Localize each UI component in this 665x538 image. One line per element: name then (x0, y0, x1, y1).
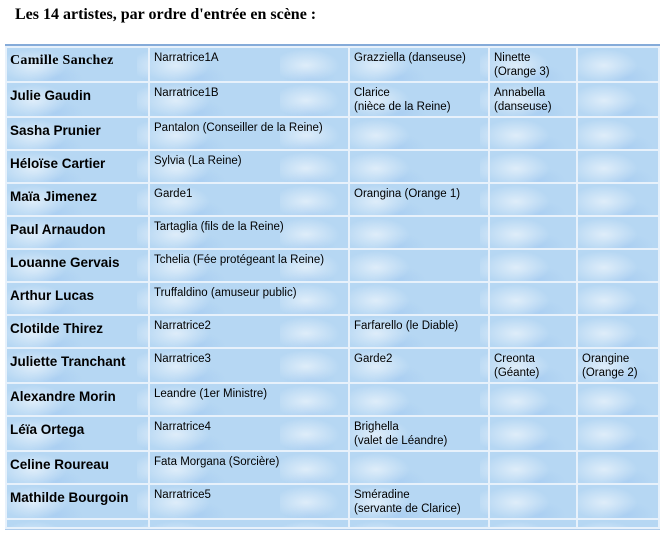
table-row: Camille Sanchez Narratrice1A Grazziella … (7, 48, 658, 81)
role-cell-3 (490, 452, 576, 483)
role-cell-4 (578, 485, 658, 518)
table-row: Celine Roureau Fata Morgana (Sorcière) (7, 452, 658, 483)
role-cell-3 (490, 283, 576, 314)
table-row: Mathilde Bourgoin Narratrice5 Sméradine … (7, 485, 658, 518)
artist-name-cell: Alexandre Morin (7, 384, 148, 415)
artist-name-cell: Juliette Tranchant (7, 349, 148, 382)
spacer-cell (578, 520, 658, 527)
role-cell-4 (578, 217, 658, 248)
role-cell-1: Narratrice2 (150, 316, 348, 347)
role-cell-3 (490, 417, 576, 450)
role-cell-1: Narratrice5 (150, 485, 348, 518)
artist-name-cell: Paul Arnaudon (7, 217, 148, 248)
role-cell-2 (350, 118, 488, 149)
role-cell-4 (578, 417, 658, 450)
artist-name-cell: Julie Gaudin (7, 83, 148, 116)
artist-name-cell: Léïa Ortega (7, 417, 148, 450)
role-cell-4 (578, 283, 658, 314)
role-cell-4 (578, 316, 658, 347)
role-cell-2: Brighella (valet de Léandre) (350, 417, 488, 450)
role-cell-1: Sylvia (La Reine) (150, 151, 348, 182)
role-cell-1: Narratrice1A (150, 48, 348, 81)
artist-name-cell: Camille Sanchez (7, 48, 148, 81)
artist-name-cell: Mathilde Bourgoin (7, 485, 148, 518)
role-cell-1: Narratrice1B (150, 83, 348, 116)
role-cell-4 (578, 384, 658, 415)
spacer-cell (490, 520, 576, 527)
role-cell-1: Narratrice4 (150, 417, 348, 450)
role-cell-2 (350, 250, 488, 281)
role-cell-2: Orangina (Orange 1) (350, 184, 488, 215)
role-cell-1: Narratrice3 (150, 349, 348, 382)
role-cell-2: Farfarello (le Diable) (350, 316, 488, 347)
role-cell-1: Fata Morgana (Sorcière) (150, 452, 348, 483)
role-cell-3 (490, 384, 576, 415)
table-row: Alexandre Morin Leandre (1er Ministre) (7, 384, 658, 415)
role-cell-4 (578, 83, 658, 116)
role-cell-2: Clarice (nièce de la Reine) (350, 83, 488, 116)
role-cell-1: Truffaldino (amuseur public) (150, 283, 348, 314)
artist-name-cell: Clotilde Thirez (7, 316, 148, 347)
role-cell-2 (350, 217, 488, 248)
page-title: Les 14 artistes, par ordre d'entrée en s… (15, 6, 317, 23)
role-cell-1: Pantalon (Conseiller de la Reine) (150, 118, 348, 149)
role-cell-3 (490, 151, 576, 182)
table-row: Clotilde Thirez Narratrice2 Farfarello (… (7, 316, 658, 347)
table-row: Paul Arnaudon Tartaglia (fils de la Rein… (7, 217, 658, 248)
role-cell-3 (490, 485, 576, 518)
artist-name-cell: Celine Roureau (7, 452, 148, 483)
table-row-spacer (7, 520, 658, 527)
artist-name-cell: Arthur Lucas (7, 283, 148, 314)
artist-name-cell: Maïa Jimenez (7, 184, 148, 215)
table-row: Julie Gaudin Narratrice1B Clarice (nièce… (7, 83, 658, 116)
table-row: Louanne Gervais Tchelia (Fée protégeant … (7, 250, 658, 281)
role-cell-2 (350, 452, 488, 483)
table-row: Sasha Prunier Pantalon (Conseiller de la… (7, 118, 658, 149)
role-cell-4 (578, 250, 658, 281)
artists-table: Camille Sanchez Narratrice1A Grazziella … (5, 44, 660, 530)
table-row: Héloïse Cartier Sylvia (La Reine) (7, 151, 658, 182)
table-row: Léïa Ortega Narratrice4 Brighella (valet… (7, 417, 658, 450)
artist-name-cell: Sasha Prunier (7, 118, 148, 149)
role-cell-2 (350, 283, 488, 314)
artist-name-cell: Héloïse Cartier (7, 151, 148, 182)
role-cell-4 (578, 151, 658, 182)
role-cell-4 (578, 184, 658, 215)
role-cell-3 (490, 184, 576, 215)
spacer-cell (7, 520, 148, 527)
role-cell-2 (350, 151, 488, 182)
role-cell-3 (490, 217, 576, 248)
role-cell-2 (350, 384, 488, 415)
role-cell-2: Grazziella (danseuse) (350, 48, 488, 81)
table-row: Juliette Tranchant Narratrice3 Garde2 Cr… (7, 349, 658, 382)
role-cell-3 (490, 316, 576, 347)
role-cell-3: Ninette (Orange 3) (490, 48, 576, 81)
table-row: Maïa Jimenez Garde1 Orangina (Orange 1) (7, 184, 658, 215)
spacer-cell (150, 520, 348, 527)
table-row: Arthur Lucas Truffaldino (amuseur public… (7, 283, 658, 314)
role-cell-2: Garde2 (350, 349, 488, 382)
spacer-cell (350, 520, 488, 527)
role-cell-3: Annabella (danseuse) (490, 83, 576, 116)
role-cell-1: Tartaglia (fils de la Reine) (150, 217, 348, 248)
role-cell-2: Sméradine (servante de Clarice) (350, 485, 488, 518)
role-cell-1: Leandre (1er Ministre) (150, 384, 348, 415)
artist-name-cell: Louanne Gervais (7, 250, 148, 281)
role-cell-4 (578, 452, 658, 483)
role-cell-4: Orangine (Orange 2) (578, 349, 658, 382)
role-cell-3 (490, 250, 576, 281)
role-cell-3: Creonta (Géante) (490, 349, 576, 382)
role-cell-1: Garde1 (150, 184, 348, 215)
role-cell-4 (578, 48, 658, 81)
role-cell-1: Tchelia (Fée protégeant la Reine) (150, 250, 348, 281)
role-cell-4 (578, 118, 658, 149)
role-cell-3 (490, 118, 576, 149)
